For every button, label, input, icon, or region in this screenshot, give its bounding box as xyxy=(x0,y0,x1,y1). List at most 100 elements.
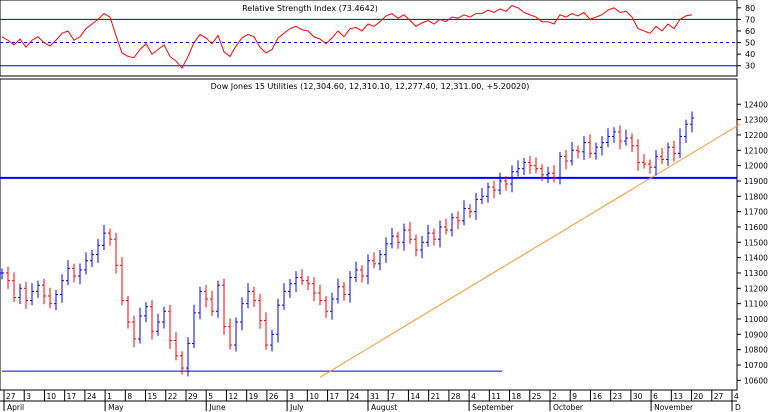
price-bar xyxy=(444,218,448,235)
rsi-y-axis: 30 40 50 60 70 80 xyxy=(737,4,755,71)
rsi-line xyxy=(1,4,693,69)
price-bar xyxy=(606,128,610,148)
price-bar xyxy=(24,281,28,309)
price-bar xyxy=(624,129,628,146)
trend-line xyxy=(319,123,741,378)
x-tick-label: 17 xyxy=(330,392,340,401)
price-bar xyxy=(540,164,544,182)
price-y-tick-label: 12100 xyxy=(744,146,768,155)
price-bar xyxy=(108,228,112,246)
price-bar xyxy=(84,252,88,275)
price-bar xyxy=(246,283,250,309)
rsi-panel: Relative Strength Index (73.4642) 30 40 50… xyxy=(0,0,755,77)
price-bar xyxy=(96,238,100,263)
price-y-tick-label: 12400 xyxy=(744,100,768,109)
price-bar xyxy=(336,278,340,304)
price-bar xyxy=(42,278,46,305)
price-bar xyxy=(258,294,262,329)
price-bar xyxy=(438,220,442,248)
x-tick-label: 30 xyxy=(633,392,643,401)
price-bar xyxy=(660,148,664,165)
x-tick-label: 7 xyxy=(390,392,395,401)
price-bar xyxy=(456,211,460,230)
price-y-tick-label: 10800 xyxy=(744,346,768,355)
price-bar xyxy=(636,139,640,171)
x-tick-label: 24 xyxy=(350,392,360,401)
price-bar xyxy=(192,304,196,349)
price-bar xyxy=(402,223,406,251)
x-month-labels: April May June July August September October No… xyxy=(3,401,741,412)
price-bar xyxy=(486,182,490,203)
price-y-tick-label: 11600 xyxy=(744,223,768,232)
x-day-ticks: 27 3 10 17 24 1 8 15 22 29 5 12 19 26 3 10 17 24 31 7 14 21 28… xyxy=(3,390,739,401)
price-bar xyxy=(240,297,244,331)
rsi-y-tick-label: 30 xyxy=(745,62,755,71)
price-bar xyxy=(312,277,316,302)
x-tick-label: 14 xyxy=(410,392,420,401)
price-bar xyxy=(270,329,274,352)
price-bar xyxy=(6,266,10,289)
price-bar xyxy=(630,133,634,153)
x-tick-label: 24 xyxy=(87,392,97,401)
price-bar xyxy=(372,252,376,269)
price-y-axis: 10600 10700 10800 10900 11000 11100 11200 11300… xyxy=(737,100,768,385)
price-bar xyxy=(204,284,208,308)
price-y-tick-label: 11300 xyxy=(744,269,768,278)
price-y-tick-label: 11100 xyxy=(744,300,768,309)
price-bar xyxy=(144,302,148,323)
price-bar xyxy=(348,271,352,303)
price-bar xyxy=(558,151,562,185)
x-tick-label: 19 xyxy=(249,392,259,401)
x-tick-label: 17 xyxy=(67,392,77,401)
price-bar xyxy=(54,289,58,311)
price-bar xyxy=(294,271,298,292)
rsi-series xyxy=(1,4,693,69)
price-bar xyxy=(474,192,478,220)
x-tick-label: 21 xyxy=(431,392,441,401)
price-bar xyxy=(0,268,4,280)
price-bar xyxy=(684,119,688,143)
price-y-tick-label: 11500 xyxy=(744,238,768,247)
price-bar xyxy=(522,157,526,176)
rsi-y-tick-label: 60 xyxy=(745,27,755,36)
x-tick-label: 15 xyxy=(148,392,158,401)
price-bar xyxy=(30,283,34,306)
price-bar xyxy=(564,149,568,170)
x-tick-label: 2 xyxy=(552,392,557,401)
price-bar xyxy=(408,221,412,244)
price-bar xyxy=(360,265,364,283)
price-bar xyxy=(12,272,16,303)
price-bar xyxy=(570,141,574,166)
price-bar xyxy=(648,159,652,174)
price-y-tick-label: 12000 xyxy=(744,162,768,171)
price-bar xyxy=(48,287,52,309)
month-label: D xyxy=(735,403,741,412)
x-tick-label: 12 xyxy=(228,392,238,401)
price-bar xyxy=(120,257,124,306)
month-label: July xyxy=(289,403,304,412)
price-bar xyxy=(186,337,190,377)
x-tick-label: 8 xyxy=(127,392,132,401)
price-bar xyxy=(576,145,580,159)
rsi-reference-lines xyxy=(0,18,737,67)
x-axis: 27 3 10 17 24 1 8 15 22 29 5 12 19 26 3 10 17 24 31 7 14 21 28… xyxy=(0,389,741,412)
price-bar xyxy=(594,142,598,160)
price-bar xyxy=(114,232,118,274)
price-bar xyxy=(384,237,388,263)
price-bar xyxy=(462,200,466,226)
price-y-tick-label: 10600 xyxy=(744,376,768,385)
x-tick-label: 4 xyxy=(734,392,739,401)
price-bar xyxy=(678,128,682,158)
price-bar xyxy=(132,315,136,348)
price-bar xyxy=(282,283,286,310)
x-tick-label: 5 xyxy=(208,392,213,401)
price-y-tick-label: 11000 xyxy=(744,315,768,324)
price-y-tick-label: 10900 xyxy=(744,330,768,339)
price-bar xyxy=(156,313,160,336)
price-y-tick-label: 11800 xyxy=(744,192,768,201)
price-bar xyxy=(198,286,202,320)
x-tick-label: 4 xyxy=(471,392,476,401)
price-bar xyxy=(426,224,430,247)
price-bar xyxy=(528,156,532,174)
price-bar xyxy=(666,142,670,166)
